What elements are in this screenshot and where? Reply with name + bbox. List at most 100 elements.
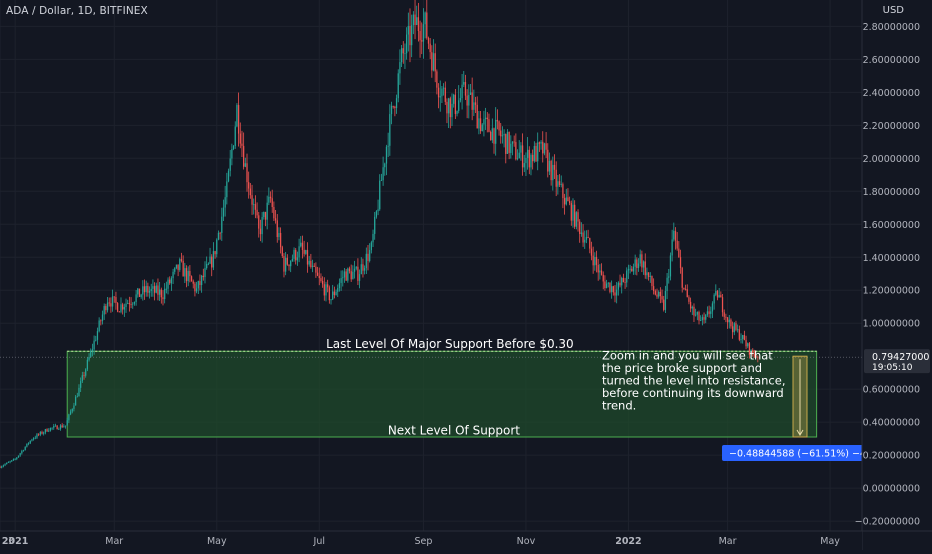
candle-body bbox=[197, 281, 199, 289]
candle-body bbox=[110, 303, 112, 307]
candle-body bbox=[537, 142, 539, 162]
candle-body bbox=[249, 188, 252, 196]
candle-body bbox=[590, 248, 593, 256]
candle-body bbox=[46, 429, 48, 432]
candle-body bbox=[296, 257, 299, 261]
candle-body bbox=[417, 17, 420, 31]
candle-body bbox=[673, 230, 675, 240]
candle-body bbox=[279, 232, 282, 248]
candle-body bbox=[626, 270, 628, 283]
candle-body bbox=[221, 216, 223, 233]
candle-body bbox=[511, 141, 514, 144]
candle-body bbox=[182, 260, 184, 277]
candle-body bbox=[738, 329, 740, 340]
candle-body bbox=[2, 465, 4, 467]
annotation-major-support: Last Level Of Major Support Before $0.30 bbox=[326, 337, 574, 351]
candle-body bbox=[51, 427, 53, 429]
candle-body bbox=[711, 303, 714, 312]
annotation-next-support: Next Level Of Support bbox=[388, 423, 520, 437]
candle-body bbox=[248, 182, 250, 189]
candle-body bbox=[138, 288, 141, 297]
candle-body bbox=[200, 275, 203, 286]
candle-body bbox=[726, 317, 729, 323]
annotation-zoom-note-line: before continuing its downward bbox=[602, 386, 784, 400]
candle-body bbox=[268, 196, 270, 203]
candle-body bbox=[90, 350, 92, 357]
candle-body bbox=[701, 317, 704, 321]
candle-body bbox=[120, 304, 122, 312]
candle-body bbox=[585, 237, 588, 240]
measure-arrow-icon bbox=[796, 429, 804, 436]
candle-body bbox=[71, 408, 73, 412]
candle-body bbox=[253, 204, 255, 205]
candle-body bbox=[686, 289, 688, 298]
symbol-title[interactable]: ADA / Dollar, 1D, BITFINEX bbox=[6, 5, 148, 17]
candle-body bbox=[595, 256, 598, 265]
candle-body bbox=[574, 204, 576, 227]
candle-body bbox=[674, 230, 677, 241]
candle-body bbox=[372, 233, 374, 243]
candle-body bbox=[113, 296, 115, 298]
candle-body bbox=[162, 297, 164, 300]
candle-body bbox=[48, 430, 50, 432]
candle-body bbox=[207, 263, 209, 265]
candle-body bbox=[369, 250, 371, 261]
candle-body bbox=[382, 167, 384, 181]
candle-body bbox=[266, 202, 268, 220]
candle-body bbox=[610, 286, 613, 292]
candle-body bbox=[330, 299, 332, 301]
candle-body bbox=[234, 126, 236, 146]
candle-body bbox=[436, 71, 438, 88]
candle-body bbox=[535, 146, 537, 162]
candle-body bbox=[333, 291, 336, 296]
candle-body bbox=[175, 264, 178, 269]
x-tick-label: May bbox=[207, 536, 227, 547]
candle-body bbox=[414, 14, 416, 26]
candle-body bbox=[308, 260, 310, 265]
candle-body bbox=[263, 211, 265, 218]
candle-body bbox=[560, 184, 562, 185]
candle-body bbox=[140, 294, 142, 297]
candle-body bbox=[721, 297, 724, 313]
candle-body bbox=[508, 131, 510, 153]
candle-body bbox=[189, 270, 191, 277]
y-tick-label: 2.20000000 bbox=[863, 121, 920, 132]
x-tick-label: May bbox=[820, 536, 840, 547]
candle-body bbox=[313, 265, 315, 267]
candle-body bbox=[180, 259, 183, 261]
candle-body bbox=[56, 425, 58, 430]
candle-body bbox=[733, 323, 735, 333]
candle-body bbox=[636, 259, 638, 269]
candle-body bbox=[528, 149, 530, 168]
x-tick-label: Nov bbox=[517, 536, 536, 547]
countdown-label: 19:05:10 bbox=[872, 363, 913, 373]
candle-body bbox=[641, 254, 643, 268]
candle-body bbox=[466, 95, 468, 106]
candle-body bbox=[402, 48, 404, 54]
candle-body bbox=[380, 180, 383, 182]
candle-body bbox=[78, 387, 80, 397]
candle-body bbox=[614, 292, 616, 296]
candle-body bbox=[222, 207, 225, 217]
candle-body bbox=[693, 306, 695, 316]
candle-body bbox=[16, 457, 18, 460]
candle-body bbox=[165, 288, 167, 290]
candle-body bbox=[98, 320, 100, 332]
candle-body bbox=[342, 277, 344, 279]
candle-body bbox=[474, 102, 477, 105]
candle-body bbox=[236, 105, 238, 127]
candle-body bbox=[678, 248, 680, 258]
candle-body bbox=[737, 329, 739, 331]
candle-body bbox=[29, 440, 31, 444]
candle-body bbox=[390, 105, 393, 115]
candle-body bbox=[54, 425, 57, 427]
candle-body bbox=[584, 239, 586, 243]
y-tick-label: 2.00000000 bbox=[863, 154, 920, 165]
candle-body bbox=[730, 319, 732, 327]
candle-body bbox=[305, 250, 307, 254]
candle-body bbox=[567, 197, 569, 202]
candle-body bbox=[437, 87, 440, 98]
